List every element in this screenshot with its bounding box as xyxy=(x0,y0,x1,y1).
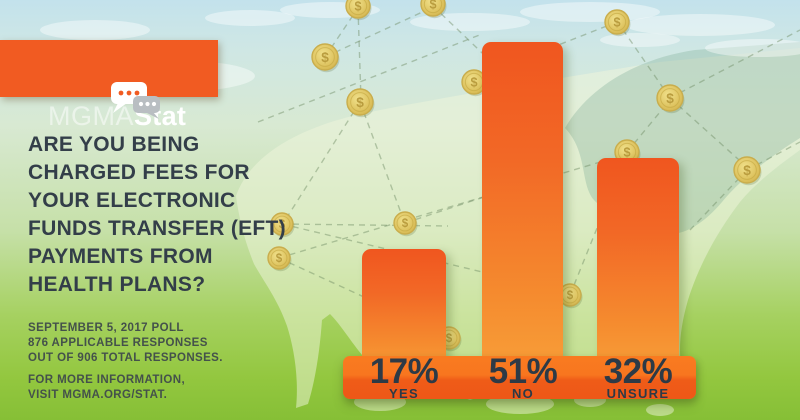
bar-category: YES xyxy=(389,386,419,401)
dollar-coin-icon: $ xyxy=(461,69,488,97)
bar-value: 32% xyxy=(603,352,673,391)
headline-line: FUNDS TRANSFER (EFT) xyxy=(28,217,286,240)
footer-line: FOR MORE INFORMATION, xyxy=(28,374,186,386)
dollar-coin-icon: $ xyxy=(345,0,372,21)
dollar-coin-icon: $ xyxy=(733,156,762,186)
bar-unsure xyxy=(597,157,679,372)
bar-label-yes: 17% YES xyxy=(339,352,469,401)
svg-text:$: $ xyxy=(470,76,477,90)
headline-line: YOUR ELECTRONIC xyxy=(28,189,236,212)
bar-value: 51% xyxy=(488,352,558,391)
dollar-coin-icon: $ xyxy=(393,211,418,237)
dollar-coin-icon: $ xyxy=(656,84,685,114)
svg-text:$: $ xyxy=(279,219,286,231)
footer-link-text: VISIT MGMA.ORG/STAT. xyxy=(28,389,168,402)
chat-bubbles-icon xyxy=(111,82,160,119)
brand-logo: MGMAStat xyxy=(48,101,186,131)
poll-details: SEPTEMBER 5, 2017 POLL 876 APPLICABLE RE… xyxy=(28,321,328,367)
poll-responses: 876 APPLICABLE RESPONSES xyxy=(28,337,208,350)
dollar-coin-icon: $ xyxy=(311,43,340,73)
dollar-coin-icon: $ xyxy=(267,246,292,272)
bar-yes xyxy=(362,249,446,372)
svg-text:$: $ xyxy=(354,0,361,14)
headline-line: ARE YOU BEING xyxy=(28,133,200,156)
chart-base-bar xyxy=(343,356,696,399)
headline-question: ARE YOU BEING CHARGED FEES FOR YOUR ELEC… xyxy=(28,131,318,299)
poll-date: SEPTEMBER 5, 2017 POLL xyxy=(28,322,184,334)
svg-text:$: $ xyxy=(613,16,620,30)
bar-label-no: 51% NO xyxy=(458,352,588,401)
svg-text:$: $ xyxy=(429,0,436,12)
dollar-coin-icon: $ xyxy=(346,88,375,118)
dollar-coin-icon: $ xyxy=(604,9,631,37)
bar-category: NO xyxy=(511,386,535,401)
svg-text:$: $ xyxy=(743,163,751,178)
headline-line: CHARGED FEES FOR xyxy=(28,161,250,184)
bar-category: UNSURE xyxy=(606,386,670,401)
footer-info: FOR MORE INFORMATION, VISIT MGMA.ORG/STA… xyxy=(28,373,328,403)
svg-text:$: $ xyxy=(276,253,283,265)
svg-text:$: $ xyxy=(567,290,574,302)
dollar-coin-icon: $ xyxy=(420,0,447,19)
poll-total-responses: OUT OF 906 TOTAL RESPONSES. xyxy=(28,352,223,365)
svg-text:$: $ xyxy=(623,146,630,160)
bar-no xyxy=(482,42,563,372)
svg-text:$: $ xyxy=(356,95,364,110)
svg-text:$: $ xyxy=(321,50,329,65)
bar-value: 17% xyxy=(369,352,439,391)
bar-label-unsure: 32% UNSURE xyxy=(573,352,703,401)
brand-banner: MGMAStat xyxy=(0,40,218,131)
headline-line: HEALTH PLANS? xyxy=(28,273,206,296)
dollar-coin-icon: $ xyxy=(270,212,295,238)
headline-line: PAYMENTS FROM xyxy=(28,245,213,268)
svg-text:$: $ xyxy=(666,91,674,106)
svg-text:$: $ xyxy=(402,218,409,230)
svg-text:$: $ xyxy=(446,333,453,345)
dollar-coin-icon: $ xyxy=(558,283,583,309)
